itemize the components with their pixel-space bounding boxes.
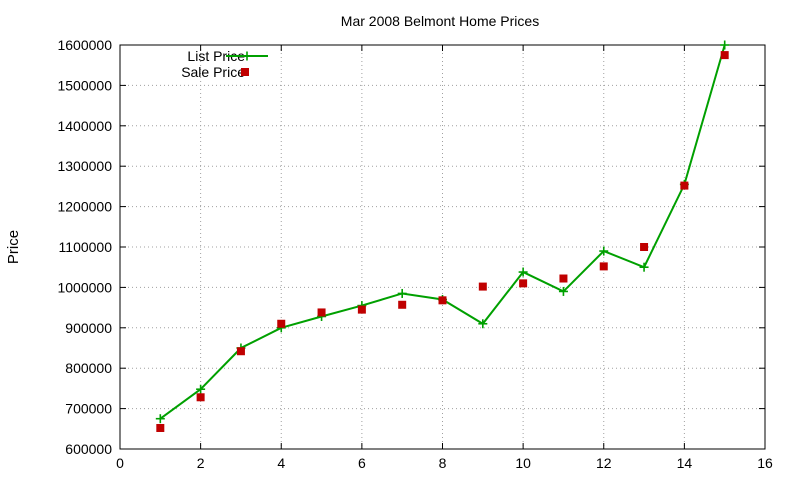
- legend-label-sale-price: Sale Price: [181, 64, 245, 80]
- y-tick-label: 1200000: [57, 199, 112, 215]
- x-tick-label: 4: [277, 455, 285, 471]
- sale-price-point: [559, 274, 568, 283]
- sale-price-point: [720, 51, 729, 60]
- legend-label-list-price: List Price: [187, 48, 245, 64]
- sale-price-point: [236, 347, 245, 356]
- sale-price-point: [478, 282, 487, 291]
- y-tick-label: 800000: [65, 360, 112, 376]
- y-tick-label: 1500000: [57, 77, 112, 93]
- x-tick-label: 6: [358, 455, 366, 471]
- chart-title: Mar 2008 Belmont Home Prices: [341, 13, 539, 29]
- x-tick-label: 2: [197, 455, 205, 471]
- list-price-point: [196, 384, 206, 394]
- x-tick-label: 8: [439, 455, 447, 471]
- sale-price-series: [156, 51, 729, 432]
- x-tick-label: 14: [677, 455, 693, 471]
- sale-price-point: [277, 319, 286, 328]
- x-tick-label: 10: [515, 455, 531, 471]
- list-price-point: [599, 246, 609, 256]
- y-tick-label: 900000: [65, 320, 112, 336]
- y-tick-label: 1600000: [57, 37, 112, 53]
- sale-price-point: [357, 305, 366, 314]
- y-tick-label: 1000000: [57, 279, 112, 295]
- grid-lines: [120, 45, 765, 449]
- sale-price-point: [680, 181, 689, 190]
- list-price-point: [518, 267, 528, 277]
- sale-price-point: [398, 300, 407, 309]
- list-price-point: [397, 288, 407, 298]
- axis-ticks: 0 2 4 6 8 10 12 14 16 600000 700000 800000 900000 100…: [57, 37, 773, 471]
- data-series: [155, 40, 730, 432]
- sale-price-point: [317, 308, 326, 317]
- list-price-point: [639, 262, 649, 272]
- y-tick-label: 1400000: [57, 118, 112, 134]
- legend-marker-list-price: [242, 51, 252, 61]
- x-tick-label: 0: [116, 455, 124, 471]
- legend-marker-sale-price: [241, 68, 249, 76]
- x-tick-label: 12: [596, 455, 612, 471]
- y-tick-label: 700000: [65, 401, 112, 417]
- sale-price-point: [519, 279, 528, 288]
- y-tick-label: 1100000: [59, 239, 113, 255]
- y-axis-label: Price: [5, 230, 22, 264]
- list-price-point: [155, 414, 165, 424]
- sale-price-point: [196, 393, 205, 402]
- y-tick-label: 1300000: [57, 158, 112, 174]
- sale-price-point: [438, 296, 447, 305]
- list-price-point: [558, 286, 568, 296]
- sale-price-point: [156, 423, 165, 432]
- y-tick-label: 600000: [65, 441, 112, 457]
- x-tick-label: 16: [757, 455, 773, 471]
- sale-price-point: [640, 243, 649, 251]
- list-price-point: [478, 319, 488, 329]
- list-price-point: [720, 40, 730, 50]
- sale-price-point: [599, 262, 608, 271]
